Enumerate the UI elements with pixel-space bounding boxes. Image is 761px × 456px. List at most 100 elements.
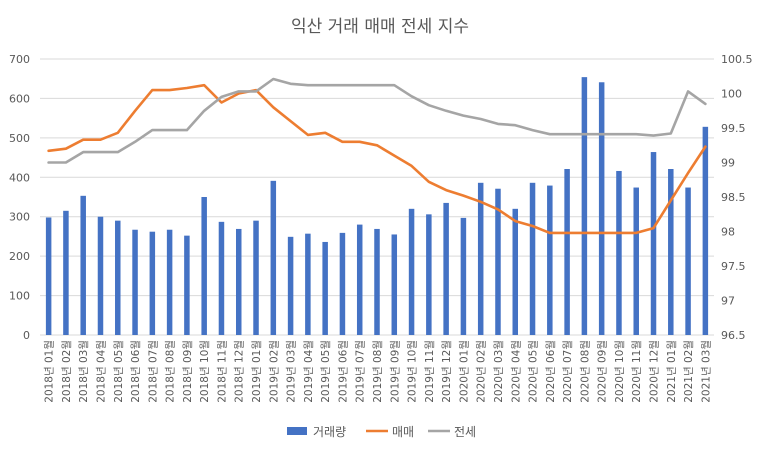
x-tick-label: 2020년 12월 [649, 340, 661, 403]
x-tick-label: 2021년 01월 [666, 340, 678, 403]
x-tick-label: 2019년 04월 [303, 340, 315, 403]
bar [63, 210, 69, 335]
bar [356, 224, 363, 335]
series-line-매매 [47, 83, 707, 235]
bar [201, 197, 207, 335]
left-tick-label: 700 [9, 53, 30, 66]
bar [633, 187, 639, 335]
legend-label: 전세 [454, 425, 476, 439]
bar [460, 217, 467, 335]
bar [97, 216, 104, 335]
x-tick-label: 2018년 06월 [130, 340, 142, 403]
x-tick-label: 2018년 12월 [234, 340, 246, 403]
right-tick-label: 100 [721, 88, 742, 101]
bar [512, 208, 519, 335]
bar [408, 208, 415, 335]
bar [443, 202, 449, 335]
legend-swatch [287, 427, 307, 435]
x-tick-label: 2020년 09월 [597, 340, 609, 403]
bar [166, 229, 173, 335]
right-tick-label: 97.5 [721, 260, 746, 273]
x-tick-label: 2018년 10월 [199, 340, 211, 403]
x-tick-label: 2020년 08월 [579, 340, 591, 403]
bar [305, 233, 311, 335]
x-tick-label: 2019년 05월 [320, 340, 332, 403]
legend-label: 매매 [392, 425, 414, 439]
x-tick-label: 2018년 03월 [78, 340, 90, 403]
bar [287, 236, 294, 335]
left-tick-label: 300 [9, 211, 30, 224]
bar [235, 228, 242, 335]
x-tick-label: 2019년 11월 [424, 340, 436, 403]
x-tick-label: 2018년 04월 [95, 340, 107, 403]
x-tick-label: 2019년 12월 [441, 340, 453, 403]
left-tick-label: 500 [9, 132, 30, 145]
x-tick-label: 2020년 07월 [562, 340, 574, 403]
right-tick-label: 99 [721, 157, 735, 170]
right-axis-ticks: 96.5 97 97.5 98 98.5 99 99.5 100 100.5 [721, 53, 753, 342]
x-tick-label: 2020년 10월 [614, 340, 626, 403]
bar [547, 185, 553, 335]
right-tick-label: 99.5 [721, 122, 746, 135]
bar [685, 187, 691, 335]
left-tick-label: 100 [9, 290, 30, 303]
bar [149, 231, 156, 335]
right-tick-label: 98.5 [721, 191, 746, 204]
bar [270, 180, 277, 335]
x-tick-label: 2018년 07월 [147, 340, 159, 403]
right-tick-label: 100.5 [721, 53, 753, 66]
bar [477, 182, 484, 335]
bar [426, 214, 432, 335]
x-tick-label: 2019년 08월 [372, 340, 384, 403]
x-tick-label: 2019년 02월 [268, 340, 280, 403]
bar [581, 77, 588, 335]
bar [218, 221, 225, 335]
line-series [47, 77, 707, 235]
x-tick-label: 2020년 01월 [458, 340, 470, 403]
bar [132, 229, 138, 335]
x-tick-label: 2019년 09월 [389, 340, 401, 403]
left-tick-label: 200 [9, 250, 30, 263]
bar [339, 232, 346, 335]
x-tick-label: 2020년 11월 [631, 340, 643, 403]
x-tick-label: 2018년 02월 [61, 340, 73, 403]
bar [374, 228, 380, 335]
x-axis-ticks: 2018년 01월 2018년 02월 2018년 03월 2018년 04월 2018… [44, 340, 713, 403]
bar [702, 126, 709, 336]
left-tick-label: 600 [9, 92, 30, 105]
x-tick-label: 2020년 06월 [545, 340, 557, 403]
left-tick-label: 400 [9, 171, 30, 184]
bar [650, 152, 657, 335]
x-tick-label: 2020년 03월 [493, 340, 505, 403]
x-tick-label: 2018년 09월 [182, 340, 194, 403]
x-tick-label: 2018년 01월 [44, 340, 56, 403]
right-tick-label: 98 [721, 226, 735, 239]
x-tick-label: 2020년 05월 [528, 340, 540, 403]
left-tick-label: 0 [23, 329, 30, 342]
x-tick-label: 2019년 03월 [286, 340, 298, 403]
right-tick-label: 97 [721, 295, 735, 308]
x-tick-label: 2019년 07월 [355, 340, 367, 403]
x-tick-label: 2020년 04월 [510, 340, 522, 403]
bar [80, 195, 86, 335]
legend-label: 거래량 [313, 425, 346, 439]
bar [391, 234, 398, 335]
bar [115, 220, 121, 335]
bar [184, 235, 190, 335]
chart-title: 익산 거래 매매 전세 지수 [291, 17, 469, 37]
x-tick-label: 2019년 06월 [337, 340, 349, 403]
bar [322, 241, 328, 335]
bar [616, 170, 622, 335]
bar [529, 182, 536, 335]
bar [598, 82, 605, 336]
right-tick-label: 96.5 [721, 329, 746, 342]
legend: 거래량 매매 전세 [287, 425, 476, 439]
x-tick-label: 2019년 01월 [251, 340, 263, 403]
x-tick-label: 2021년 03월 [700, 340, 712, 403]
bar [564, 169, 570, 335]
left-axis-ticks: 0 100 200 300 400 500 600 700 [9, 53, 30, 342]
bar [45, 217, 52, 335]
bar [495, 188, 501, 335]
